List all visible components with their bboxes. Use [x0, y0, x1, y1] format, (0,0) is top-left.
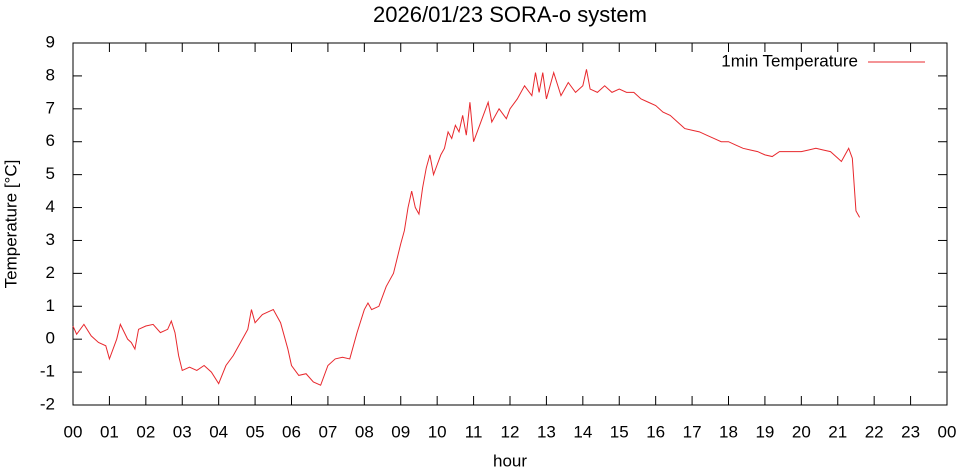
y-tick-label: 4	[46, 197, 55, 216]
y-tick-label: 1	[46, 296, 55, 315]
y-tick-label: 8	[46, 65, 55, 84]
x-tick-label: 00	[64, 422, 83, 441]
x-tick-label: 14	[573, 422, 592, 441]
x-tick-label: 18	[719, 422, 738, 441]
x-tick-label: 12	[501, 422, 520, 441]
y-tick-label: 3	[46, 230, 55, 249]
y-tick-label: -1	[40, 362, 55, 381]
x-tick-label: 15	[610, 422, 629, 441]
chart-title: 2026/01/23 SORA-o system	[373, 2, 647, 27]
x-tick-label: 02	[136, 422, 155, 441]
x-tick-label: 10	[428, 422, 447, 441]
x-axis-label: hour	[493, 451, 527, 470]
x-tick-label: 09	[391, 422, 410, 441]
x-tick-label: 07	[318, 422, 337, 441]
y-tick-label: -2	[40, 394, 55, 413]
x-tick-label: 16	[646, 422, 665, 441]
y-axis-label: Temperature [°C]	[1, 160, 20, 289]
x-tick-label: 03	[173, 422, 192, 441]
x-tick-label: 17	[683, 422, 702, 441]
y-tick-label: 6	[46, 131, 55, 150]
legend-label: 1min Temperature	[721, 51, 858, 70]
data-line	[72, 69, 861, 386]
x-tick-label: 00	[938, 422, 957, 441]
x-tick-label: 21	[828, 422, 847, 441]
x-tick-label: 20	[792, 422, 811, 441]
x-tick-label: 22	[865, 422, 884, 441]
x-tick-label: 04	[209, 422, 228, 441]
y-tick-label: 5	[46, 164, 55, 183]
x-tick-label: 05	[246, 422, 265, 441]
y-tick-label: 2	[46, 263, 55, 282]
plot-frame	[72, 42, 948, 406]
y-tick-label: 7	[46, 98, 55, 117]
y-tick-label: 9	[46, 32, 55, 51]
x-tick-label: 11	[465, 422, 483, 441]
x-tick-label: 08	[355, 422, 374, 441]
y-tick-label: 0	[46, 329, 55, 348]
x-tick-label: 06	[282, 422, 301, 441]
x-tick-label: 19	[755, 422, 774, 441]
x-tick-label: 23	[901, 422, 920, 441]
x-tick-label: 13	[537, 422, 556, 441]
x-tick-label: 01	[100, 422, 119, 441]
